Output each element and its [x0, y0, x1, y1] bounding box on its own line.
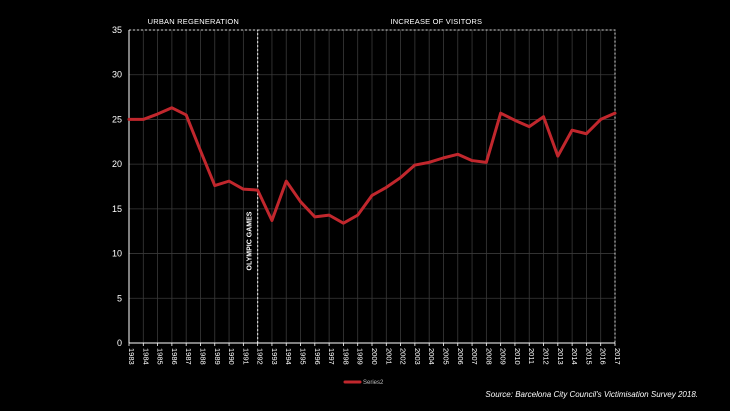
legend: Series2: [343, 380, 384, 386]
x-tick-label: 1983: [127, 348, 136, 365]
x-tick-label: 2010: [513, 348, 522, 365]
x-tick-label: 2016: [599, 348, 608, 365]
x-tick-label: 2012: [542, 348, 551, 365]
data-point: [314, 216, 316, 218]
x-tick-label: 1992: [256, 348, 265, 365]
x-tick-label: 1995: [299, 348, 308, 365]
y-tick-labels: 0 5 10 15 20 25 30 35: [112, 25, 122, 348]
data-point: [271, 219, 273, 222]
y-tick-label: 10: [112, 249, 122, 259]
data-point: [256, 189, 259, 191]
data-point: [356, 214, 359, 216]
y-tick-label: 20: [112, 159, 122, 169]
x-tick-label: 1985: [156, 348, 165, 365]
data-point: [471, 159, 473, 162]
x-tick-label: 1990: [227, 348, 236, 365]
data-point: [199, 149, 202, 152]
data-point: [285, 180, 288, 182]
period-label: URBAN REGENERATION: [148, 17, 239, 26]
x-tick-label: 2015: [584, 348, 593, 365]
x-tick-label: 2017: [613, 348, 622, 365]
data-point: [528, 125, 531, 128]
x-tick-label: 2005: [441, 348, 450, 365]
data-point: [514, 119, 516, 122]
x-tick-label: 2008: [484, 348, 493, 365]
x-tick-label: 2011: [527, 348, 536, 364]
data-point: [299, 200, 302, 203]
x-tick-label: 1993: [270, 348, 279, 365]
data-point: [456, 153, 459, 156]
x-tick-label: 2014: [570, 348, 579, 365]
x-tick-label: 1991: [241, 348, 250, 365]
x-tick-label: 2002: [399, 348, 408, 365]
x-tick-label: 2004: [427, 348, 436, 365]
annotations: OLYMPIC GAMES: [247, 211, 254, 270]
axes: [128, 30, 616, 346]
period-box: [257, 29, 616, 344]
period-label: INCREASE OF VISITORS: [390, 17, 482, 26]
x-tick-label: 2006: [456, 348, 465, 365]
data-point: [557, 155, 559, 157]
x-tick-label: 2009: [499, 348, 508, 365]
data-point: [571, 129, 573, 131]
x-tick-label: 2013: [556, 348, 565, 365]
data-point: [328, 214, 330, 216]
data-point: [385, 186, 388, 189]
data-point: [171, 107, 173, 109]
series-layer: [127, 106, 617, 225]
y-tick-label: 5: [117, 293, 122, 303]
data-point: [428, 161, 430, 164]
x-tick-labels: 1983 1984 1985 1986 1987 1988 1989 1990 1991 1992…: [127, 348, 622, 365]
data-point: [371, 194, 373, 197]
data-point: [542, 115, 545, 118]
data-point: [213, 184, 216, 187]
x-tick-label: 1999: [356, 348, 365, 365]
grid-lines: [128, 29, 616, 343]
x-tick-label: 1997: [327, 348, 336, 365]
x-tick-label: 1989: [213, 348, 222, 365]
data-point: [185, 114, 187, 116]
data-point: [399, 176, 402, 179]
olympic-games-annotation: OLYMPIC GAMES: [247, 211, 254, 270]
data-point: [228, 180, 230, 182]
data-point: [585, 132, 588, 135]
x-tick-label: 2000: [370, 348, 379, 365]
x-tick-label: 2007: [470, 348, 479, 365]
x-tick-label: 1998: [341, 348, 350, 365]
data-point: [599, 118, 602, 121]
x-tick-label: 1986: [170, 348, 179, 365]
source-note: Source: Barcelona City Council's Victimi…: [485, 390, 698, 399]
data-point: [128, 118, 130, 121]
y-tick-label: 15: [112, 204, 122, 214]
legend-label: Series2: [363, 380, 384, 386]
y-tick-label: 30: [112, 70, 122, 80]
data-point: [499, 112, 502, 114]
data-point: [242, 188, 245, 190]
data-point: [414, 164, 416, 166]
x-tick-label: 1994: [284, 348, 293, 365]
data-point: [342, 222, 345, 224]
x-tick-label: 2003: [413, 348, 422, 365]
data-point: [485, 161, 488, 164]
x-tick-label: 1996: [313, 348, 322, 365]
data-point: [442, 157, 445, 159]
data-point: [142, 118, 145, 121]
y-tick-label: 0: [117, 338, 122, 348]
x-tick-label: 2001: [384, 348, 393, 365]
data-point: [614, 112, 616, 114]
data-point: [156, 113, 159, 115]
x-tick-label: 1984: [141, 348, 150, 365]
y-tick-label: 25: [112, 114, 122, 124]
x-tick-label: 1987: [184, 348, 193, 365]
x-tick-label: 1988: [198, 348, 207, 365]
y-tick-label: 35: [112, 25, 122, 35]
